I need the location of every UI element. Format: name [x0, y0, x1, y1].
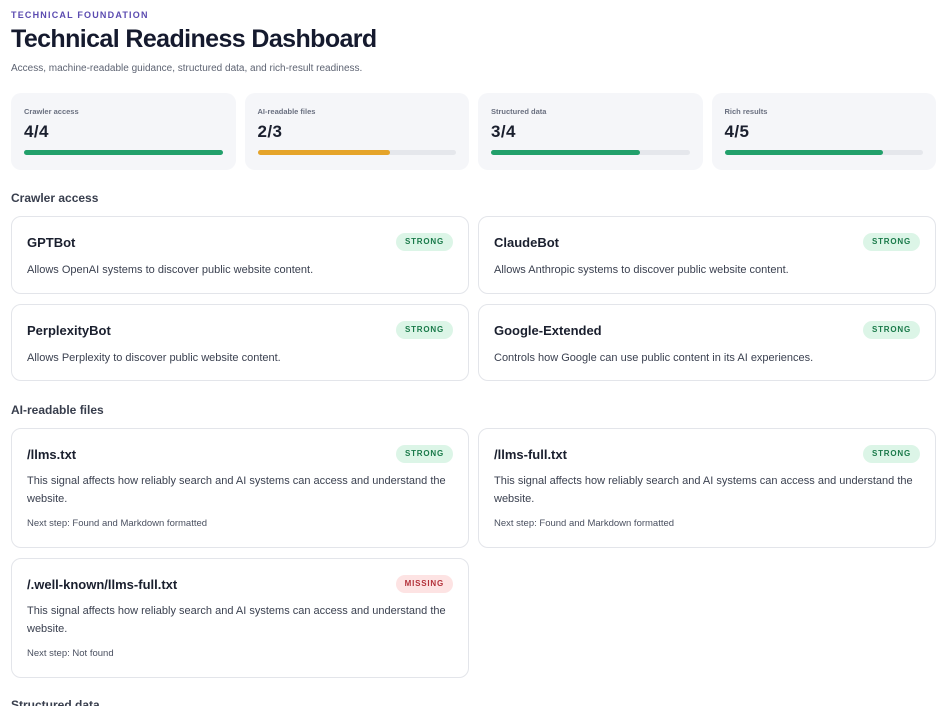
card-title: GPTBot: [27, 235, 76, 250]
card-description: Allows Perplexity to discover public web…: [27, 352, 281, 364]
card-title: Google-Extended: [494, 323, 602, 338]
next-step-text: Next step: Found and Markdown formatted: [27, 518, 208, 529]
metric-card-crawler-access: Crawler access 4/4: [11, 93, 236, 170]
card-description: This signal affects how reliably search …: [27, 605, 446, 635]
crawler-card-perplexitybot[interactable]: PerplexityBot STRONG Allows Perplexity t…: [11, 304, 469, 381]
section-title-ai-readable-files: AI-readable files: [11, 403, 104, 417]
card-description: This signal affects how reliably search …: [27, 475, 446, 505]
metric-value: 4/5: [724, 122, 750, 141]
progress-fill: [257, 150, 390, 155]
metric-value: 2/3: [257, 122, 283, 141]
card-title: ClaudeBot: [494, 235, 559, 250]
page-subtitle: Access, machine-readable guidance, struc…: [11, 63, 363, 74]
section-title-crawler-access: Crawler access: [11, 191, 99, 205]
progress-fill: [724, 150, 884, 155]
status-badge: STRONG: [395, 321, 453, 339]
card-description: Allows Anthropic systems to discover pub…: [494, 264, 789, 276]
metric-label: AI-readable files: [257, 107, 316, 116]
file-card-llms-txt[interactable]: /llms.txt STRONG This signal affects how…: [11, 428, 469, 548]
card-description: Controls how Google can use public conte…: [494, 352, 814, 364]
progress-track: [724, 150, 923, 155]
metric-card-ai-readable-files: AI-readable files 2/3: [244, 93, 469, 170]
status-badge: STRONG: [395, 445, 453, 463]
crawler-card-claudebot[interactable]: ClaudeBot STRONG Allows Anthropic system…: [478, 216, 936, 294]
metric-card-structured-data: Structured data 3/4: [478, 93, 703, 170]
status-badge: STRONG: [862, 233, 920, 251]
metric-value: 3/4: [491, 122, 516, 141]
card-title: /llms-full.txt: [494, 447, 567, 462]
file-card-well-known-llms-full-txt[interactable]: /.well-known/llms-full.txt MISSING This …: [11, 558, 469, 678]
metric-label: Rich results: [724, 107, 768, 116]
metric-label: Crawler access: [24, 107, 79, 116]
progress-fill: [491, 150, 640, 155]
status-badge: STRONG: [862, 321, 920, 339]
metric-label: Structured data: [491, 107, 547, 116]
file-card-llms-full-txt[interactable]: /llms-full.txt STRONG This signal affect…: [478, 428, 936, 548]
next-step-text: Next step: Found and Markdown formatted: [494, 518, 675, 529]
metrics-row: Crawler access 4/4 AI-readable files 2/3…: [11, 93, 936, 170]
progress-fill: [24, 150, 223, 155]
metric-value: 4/4: [24, 122, 49, 141]
card-description: This signal affects how reliably search …: [494, 475, 913, 505]
progress-track: [257, 150, 456, 155]
progress-track: [491, 150, 690, 155]
progress-track: [24, 150, 223, 155]
card-description: Allows OpenAI systems to discover public…: [27, 264, 314, 276]
next-step-text: Next step: Not found: [27, 648, 114, 659]
card-title: /.well-known/llms-full.txt: [27, 577, 178, 592]
status-badge: STRONG: [862, 445, 920, 463]
card-title: /llms.txt: [27, 447, 77, 462]
page-title: Technical Readiness Dashboard: [11, 25, 377, 53]
status-badge: STRONG: [395, 233, 453, 251]
crawler-card-gptbot[interactable]: GPTBot STRONG Allows OpenAI systems to d…: [11, 216, 469, 294]
card-title: PerplexityBot: [27, 323, 111, 338]
eyebrow-label: TECHNICAL FOUNDATION: [11, 10, 149, 20]
status-badge: MISSING: [395, 575, 453, 593]
metric-card-rich-results: Rich results 4/5: [711, 93, 936, 170]
section-title-structured-data: Structured data: [11, 698, 100, 706]
crawler-card-google-extended[interactable]: Google-Extended STRONG Controls how Goog…: [478, 304, 936, 381]
